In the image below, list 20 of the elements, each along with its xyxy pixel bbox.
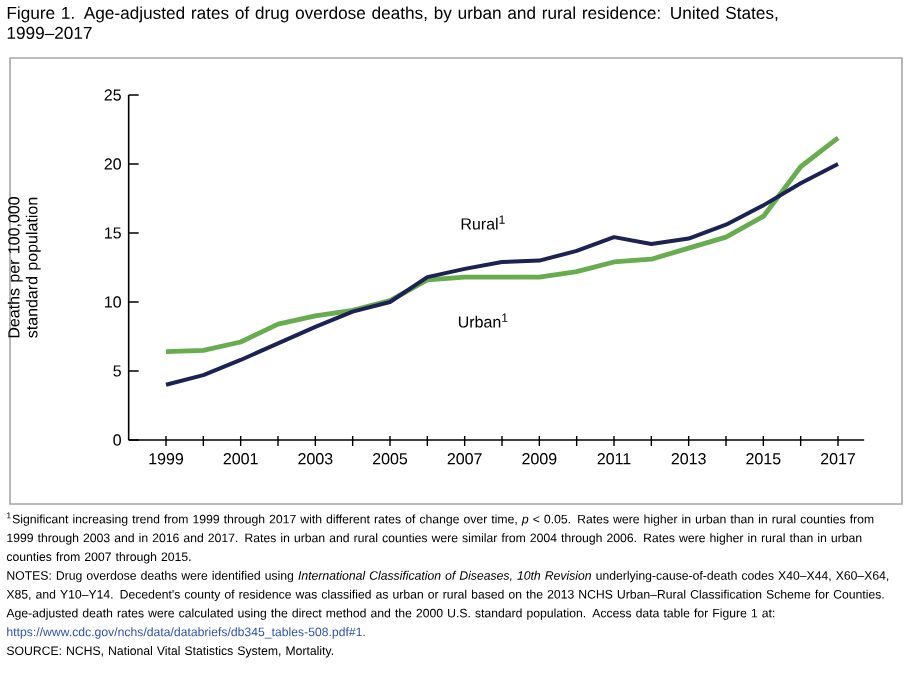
y-tick-label: 5 bbox=[113, 365, 121, 377]
x-tick-label: 2011 bbox=[597, 453, 631, 465]
x-tick-label: 2003 bbox=[298, 453, 333, 465]
x-tick-label: 2001 bbox=[223, 453, 258, 465]
x-tick-label: 1999 bbox=[149, 453, 184, 465]
x-tick-label: 2017 bbox=[821, 453, 855, 465]
x-tick-label: 2015 bbox=[746, 453, 781, 465]
y-tick-label: 15 bbox=[105, 227, 121, 239]
chart-title: Figure 1. Age-adjusted rates of drug overdose deaths, by urban and rural residence: United States, 1999–2017 bbox=[7, 6, 778, 40]
y-tick-label: 10 bbox=[105, 296, 121, 308]
x-tick-label: 2009 bbox=[522, 453, 557, 465]
text: Rural$^{1}$ bbox=[461, 215, 505, 230]
x-tick-label: 2007 bbox=[447, 453, 482, 465]
text: Urban$^{1}$ bbox=[458, 313, 508, 328]
y-tick-label: 0 bbox=[113, 434, 121, 446]
x-tick-label: 2013 bbox=[671, 453, 706, 465]
y-axis-title: Deaths per 100,000 standard population bbox=[7, 196, 41, 338]
y-tick-label: 25 bbox=[104, 89, 121, 101]
x-tick-label: 2005 bbox=[373, 453, 408, 465]
y-tick-label: 20 bbox=[104, 158, 121, 170]
